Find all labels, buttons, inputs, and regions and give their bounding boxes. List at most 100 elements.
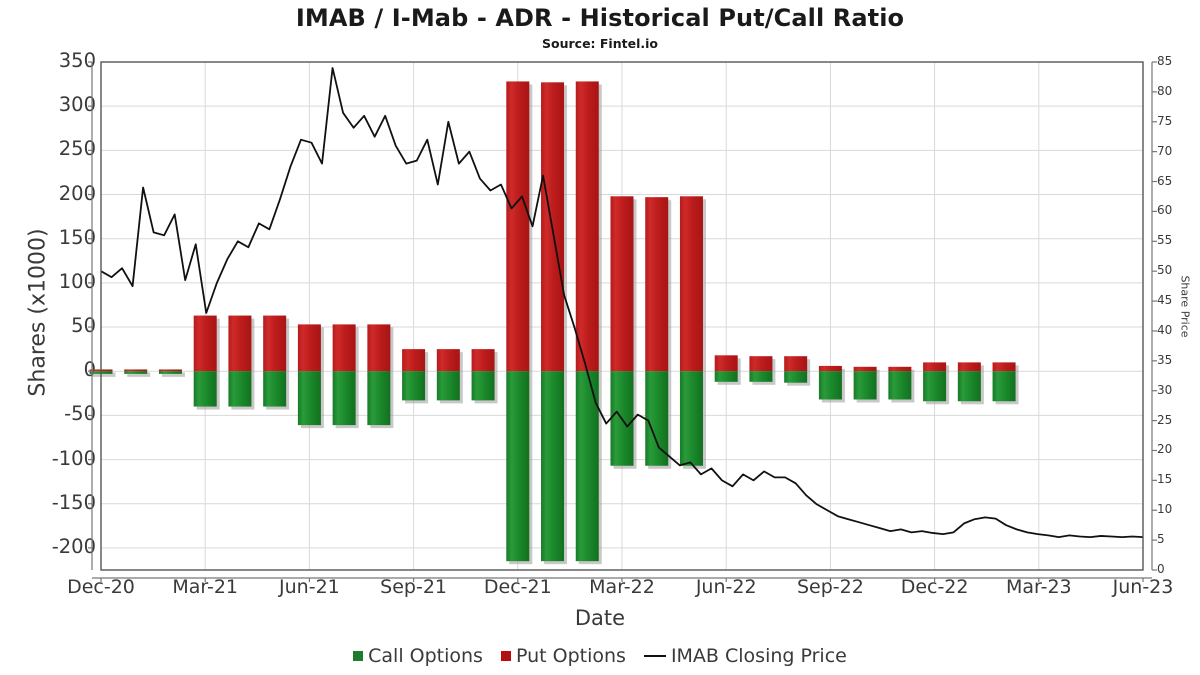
y-axis-right-tick: 10 — [1157, 502, 1173, 517]
bar-put-Nov-22 — [888, 366, 912, 372]
bar-put-Apr-21 — [228, 315, 252, 372]
bar-call-Oct-22 — [853, 371, 877, 400]
y-axis-left-tick: 350 — [58, 49, 96, 72]
legend-item-closing-price[interactable]: IMAB Closing Price — [643, 645, 847, 667]
bar-call-Nov-21 — [471, 371, 495, 401]
y-axis-left-tick: 300 — [58, 93, 96, 117]
x-axis-tick: Dec-22 — [900, 576, 969, 598]
bar-call-Mar-21 — [193, 371, 217, 407]
bar-call-Sep-21 — [402, 371, 426, 401]
bar-call-May-21 — [263, 371, 287, 407]
y-axis-right-tick: 30 — [1157, 382, 1173, 397]
x-axis-tick: Mar-21 — [172, 576, 239, 598]
legend-line-price — [643, 655, 666, 657]
legend-label-put: Put Options — [515, 645, 626, 667]
bar-put-Mar-22 — [610, 196, 634, 372]
price-line-group — [100, 67, 1144, 539]
x-axis-label: Date — [574, 606, 626, 630]
y-axis-right-tick: 70 — [1157, 143, 1173, 158]
bar-put-May-22 — [679, 196, 703, 372]
bar-call-Apr-22 — [645, 371, 669, 466]
bar-put-May-21 — [263, 315, 287, 372]
y-axis-left-tick: 150 — [58, 225, 96, 249]
x-axis-tick: Sep-21 — [380, 576, 448, 598]
x-axis-tick: Sep-22 — [796, 576, 864, 598]
y-axis-right-tick: 75 — [1157, 113, 1173, 128]
y-axis-right-tick: 60 — [1157, 203, 1173, 218]
bar-put-Feb-21 — [158, 369, 182, 372]
plot-frame — [88, 61, 1157, 582]
x-axis-tick: Dec-20 — [67, 576, 135, 598]
y-axis-right-tick: 0 — [1157, 562, 1165, 576]
chart-subtitle: Source: Fintel.io — [542, 36, 658, 51]
x-axis-tick: Mar-22 — [589, 576, 655, 598]
bar-put-Jan-21 — [124, 369, 148, 372]
grid-lines — [100, 61, 1144, 570]
bar-call-May-22 — [679, 371, 703, 466]
bar-put-Mar-21 — [193, 315, 217, 372]
bar-put-Oct-22 — [853, 366, 877, 372]
y-axis-left-tick: 250 — [58, 137, 96, 161]
y-axis-right-tick: 45 — [1157, 293, 1173, 308]
bar-call-Jan-23 — [957, 371, 981, 402]
bar-put-Dec-22 — [923, 362, 947, 372]
x-axis-tick: Jun-21 — [279, 576, 340, 598]
x-axis-tick: Mar-23 — [1005, 576, 1072, 598]
y-axis-right-tick: 65 — [1157, 173, 1173, 188]
y-axis-left-tick: -150 — [51, 490, 96, 514]
bar-call-Jan-21 — [124, 371, 148, 374]
x-axis-tick: Jun-22 — [695, 576, 757, 598]
bar-put-Dec-21 — [506, 81, 530, 372]
y-axis-right-tick: 35 — [1157, 352, 1173, 367]
bar-call-Feb-23 — [992, 371, 1016, 402]
y-axis-right-tick: 85 — [1157, 54, 1173, 68]
y-axis-left-tick: -50 — [64, 402, 96, 426]
legend-swatch-put — [500, 651, 511, 661]
chart-title: IMAB / I-Mab - ADR - Historical Put/Call… — [295, 4, 905, 32]
y-axis-left-tick: 200 — [58, 181, 96, 205]
y-axis-left-tick: 50 — [71, 314, 96, 338]
bar-put-Jan-23 — [957, 362, 981, 372]
bar-put-Nov-21 — [471, 349, 495, 372]
bar-put-Jun-21 — [297, 324, 321, 372]
y-axis-right-tick: 50 — [1157, 263, 1173, 278]
legend-label-price: IMAB Closing Price — [670, 645, 847, 667]
bar-put-Feb-23 — [992, 362, 1016, 372]
y-axis-right-tick: 20 — [1157, 442, 1173, 457]
bar-call-Sep-22 — [818, 371, 842, 400]
legend-item-put-options[interactable]: Put Options — [500, 645, 626, 667]
bars-group — [89, 81, 1019, 565]
legend-swatch-call — [353, 651, 364, 661]
legend-item-call-options[interactable]: Call Options — [353, 645, 483, 667]
bar-call-Jul-21 — [332, 371, 356, 426]
price-line-path — [100, 67, 1144, 539]
legend-label-call: Call Options — [368, 645, 483, 667]
bar-call-Feb-22 — [575, 371, 599, 562]
bar-put-Feb-22 — [575, 81, 599, 372]
bar-put-Jun-22 — [714, 355, 738, 372]
bar-put-Apr-22 — [645, 197, 669, 372]
chart-legend: Call Options Put Options IMAB Closing Pr… — [0, 645, 1200, 667]
bar-put-Sep-21 — [402, 349, 426, 372]
bar-put-Sep-22 — [818, 365, 842, 372]
bar-call-Aug-22 — [784, 371, 808, 383]
y-axis-left-tick: -200 — [51, 534, 96, 558]
bar-put-Jul-21 — [332, 324, 356, 372]
y-axis-right-tick: 25 — [1157, 412, 1173, 427]
bar-call-Jul-22 — [749, 371, 773, 382]
y-axis-right-tick: 80 — [1157, 83, 1173, 98]
bar-put-Aug-22 — [784, 356, 808, 372]
y-axis-left-tick: -100 — [51, 446, 96, 470]
bar-call-Apr-21 — [228, 371, 252, 407]
y-axis-right-tick: 15 — [1157, 472, 1173, 487]
x-axis-tick: Jun-23 — [1112, 576, 1174, 598]
bar-put-Aug-21 — [367, 324, 391, 372]
y-axis-right-tick: 40 — [1157, 322, 1173, 337]
bar-call-Nov-22 — [888, 371, 912, 400]
bar-call-Dec-21 — [506, 371, 530, 562]
y-axis-right-tick: 55 — [1157, 233, 1173, 248]
bar-call-Dec-22 — [923, 371, 947, 402]
x-axis-tick: Dec-21 — [483, 576, 552, 598]
bar-call-Aug-21 — [367, 371, 391, 426]
